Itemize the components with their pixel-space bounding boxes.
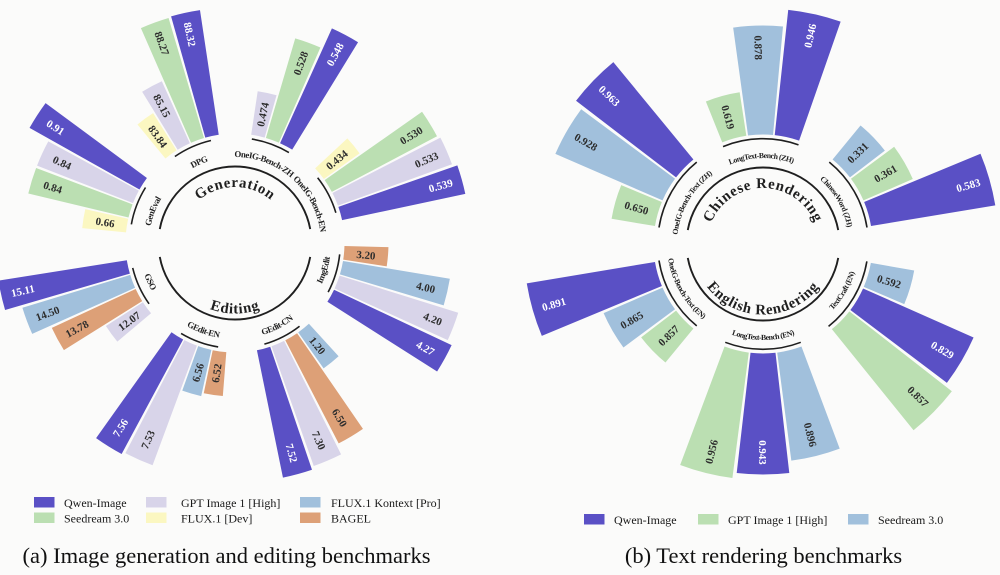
svg-text:Qwen-Image: Qwen-Image	[64, 496, 127, 510]
svg-text:0.474: 0.474	[255, 101, 272, 128]
svg-text:88.32: 88.32	[181, 21, 198, 47]
svg-text:0.943: 0.943	[756, 440, 768, 465]
svg-text:6.56: 6.56	[190, 361, 207, 383]
svg-text:Seedream 3.0: Seedream 3.0	[64, 512, 129, 526]
svg-text:(b) Text rendering benchmarks: (b) Text rendering benchmarks	[625, 543, 902, 568]
svg-text:GPT Image 1 [High]: GPT Image 1 [High]	[728, 513, 827, 527]
svg-text:3.20: 3.20	[356, 249, 377, 263]
svg-text:4.00: 4.00	[415, 280, 437, 296]
svg-text:FLUX.1 [Dev]: FLUX.1 [Dev]	[181, 512, 252, 526]
svg-text:15.11: 15.11	[10, 283, 36, 300]
svg-text:7.52: 7.52	[283, 442, 300, 464]
svg-text:0.878: 0.878	[751, 35, 764, 60]
svg-text:GPT Image 1 [High]: GPT Image 1 [High]	[181, 496, 280, 510]
svg-text:FLUX.1 Kontext [Pro]: FLUX.1 Kontext [Pro]	[331, 496, 441, 510]
svg-text:6.52: 6.52	[210, 363, 225, 384]
svg-text:0.956: 0.956	[703, 438, 721, 465]
svg-text:0.66: 0.66	[95, 216, 116, 231]
svg-text:0.946: 0.946	[802, 22, 819, 49]
svg-text:BAGEL: BAGEL	[331, 512, 371, 526]
svg-text:(a) Image generation and editi: (a) Image generation and editing benchma…	[23, 543, 431, 568]
svg-text:0.84: 0.84	[42, 179, 64, 196]
svg-text:Seedream 3.0: Seedream 3.0	[878, 513, 943, 527]
svg-text:Qwen-Image: Qwen-Image	[614, 513, 677, 527]
svg-text:Editing: Editing	[209, 298, 262, 318]
svg-text:0.896: 0.896	[801, 422, 819, 449]
